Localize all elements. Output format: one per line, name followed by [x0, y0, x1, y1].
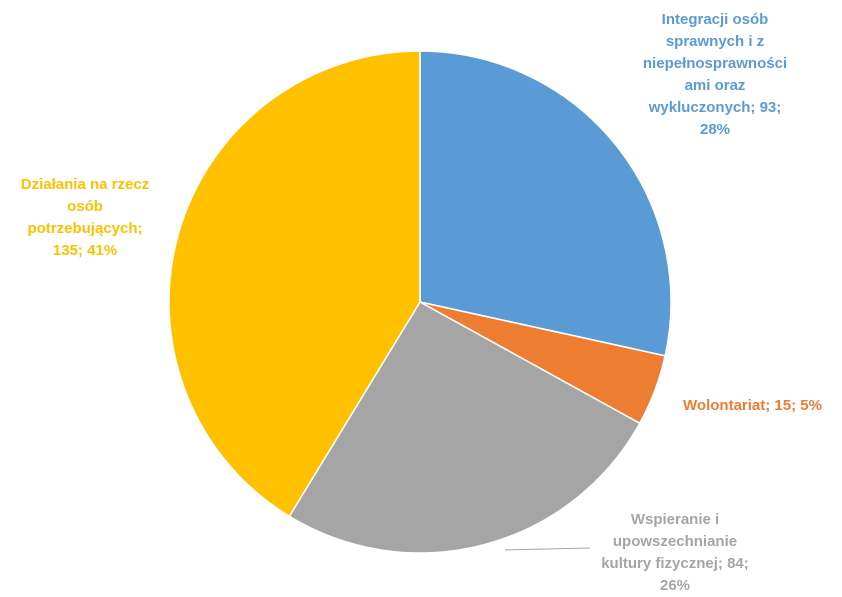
pie-slices — [168, 50, 672, 554]
pie-slice-integracji — [419, 50, 672, 357]
leader-line-wspieranie — [504, 547, 591, 551]
slice-label-integracji: Integracji osób sprawnych i z niepełnosp… — [642, 11, 788, 138]
slice-label-wolontariat: Wolontariat; 15; 5% — [683, 397, 822, 414]
slice-label-dzialania: Działania na rzecz osób potrzebujących; … — [20, 176, 150, 259]
pie-slice-dzialania — [168, 50, 421, 518]
slice-label-wspieranie: Wspieranie i upowszechnianie kultury fiz… — [601, 511, 749, 594]
pie-slice-wspieranie — [288, 300, 641, 554]
